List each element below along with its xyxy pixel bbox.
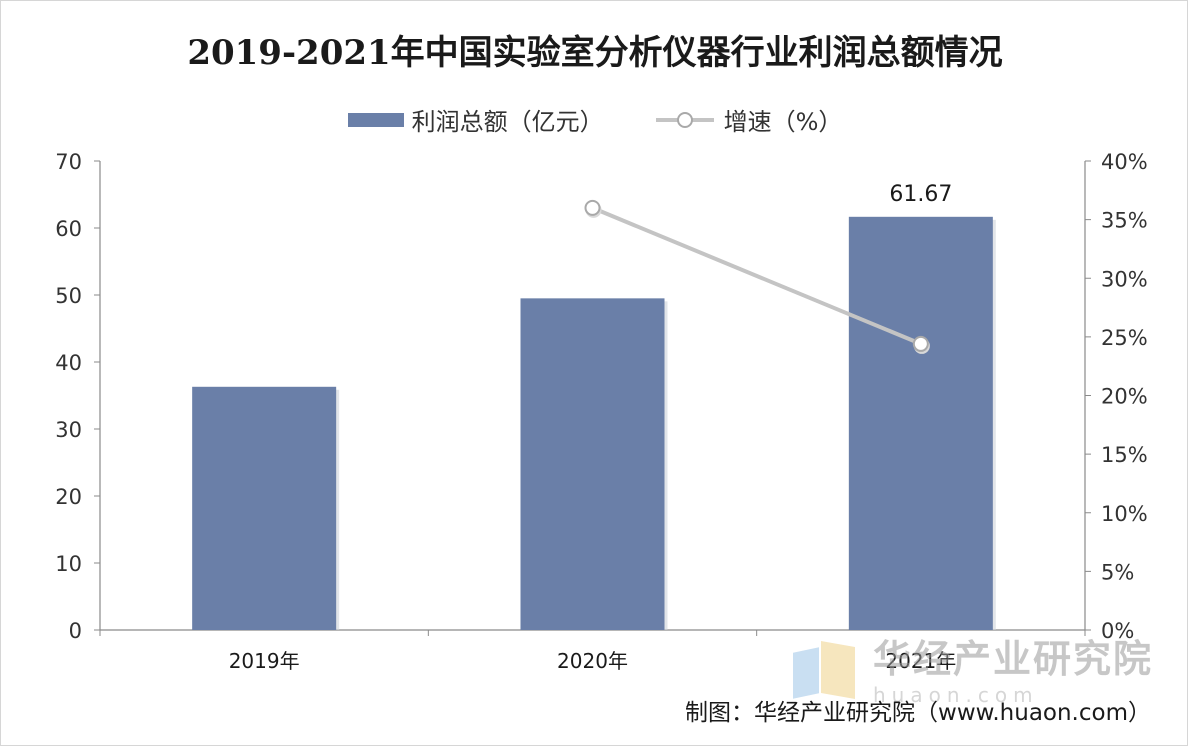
y-right-tick-label: 30% bbox=[1101, 267, 1148, 291]
growth-point bbox=[912, 335, 929, 352]
y-left-tick-label: 50 bbox=[55, 284, 82, 308]
y-right-tick-label: 0% bbox=[1101, 619, 1134, 643]
growth-point bbox=[584, 199, 601, 216]
bar-data-label: 61.67 bbox=[889, 182, 952, 207]
bar bbox=[520, 298, 665, 630]
legend-item-profit[interactable]: 利润总额（亿元） bbox=[347, 102, 604, 137]
y-left-tick-label: 60 bbox=[55, 217, 82, 241]
y-left-tick-label: 30 bbox=[55, 418, 82, 442]
source-credit: 制图：华经产业研究院（www.huaon.com） bbox=[685, 700, 1151, 726]
y-left-tick-label: 10 bbox=[55, 552, 82, 576]
watermark-name: 华经产业研究院 bbox=[873, 637, 1154, 681]
legend-item-growth[interactable]: 增速（%） bbox=[655, 102, 843, 137]
y-right-tick-label: 15% bbox=[1101, 443, 1148, 467]
chart-title: 2019-2021年中国实验室分析仪器行业利润总额情况 bbox=[187, 33, 1003, 73]
y-right-tick-label: 25% bbox=[1101, 326, 1148, 350]
bar bbox=[848, 216, 993, 630]
y-left-tick-label: 70 bbox=[55, 150, 82, 174]
x-tick-label: 2021年 bbox=[885, 649, 956, 673]
x-tick-label: 2020年 bbox=[557, 649, 628, 673]
legend-line-swatch bbox=[655, 111, 714, 128]
legend-bar-swatch bbox=[347, 112, 404, 127]
y-right-tick-label: 35% bbox=[1101, 209, 1148, 233]
watermark: 华经产业研究院 huaon.com bbox=[793, 637, 1153, 707]
y-right-tick-label: 10% bbox=[1101, 502, 1148, 526]
growth-line bbox=[591, 206, 922, 346]
y-left-tick-label: 40 bbox=[55, 351, 82, 375]
bar bbox=[192, 386, 337, 630]
y-right-tick-label: 40% bbox=[1101, 150, 1148, 174]
chart-legend: 利润总额（亿元） 增速（%） bbox=[1, 102, 1188, 137]
y-right-tick-label: 20% bbox=[1101, 385, 1148, 409]
watermark-url: huaon.com bbox=[873, 683, 1039, 707]
y-right-tick-label: 5% bbox=[1101, 560, 1134, 584]
legend-label-profit: 利润总额（亿元） bbox=[411, 108, 604, 136]
x-tick-label: 2019年 bbox=[229, 649, 300, 673]
y-left-tick-label: 0 bbox=[69, 619, 82, 643]
y-left-tick-label: 20 bbox=[55, 485, 82, 509]
legend-label-growth: 增速（%） bbox=[723, 108, 843, 136]
